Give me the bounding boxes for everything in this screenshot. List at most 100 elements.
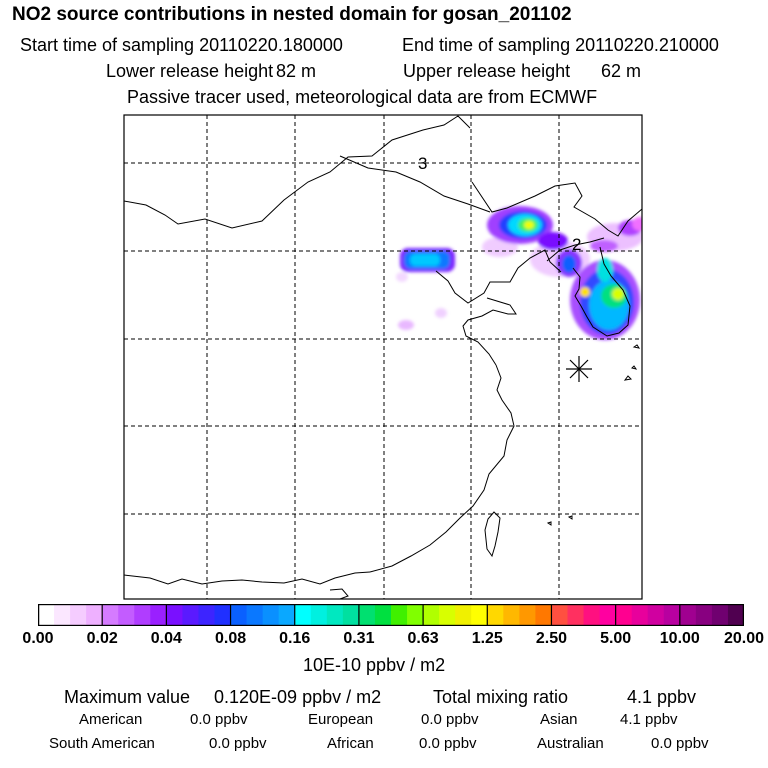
colorbar-swatch [471, 604, 488, 626]
colorbar-swatch [166, 604, 183, 626]
region-value-american: 0.0 ppbv [190, 711, 248, 728]
island-2 [631, 365, 638, 370]
lower-release-label: Lower release height [106, 61, 274, 81]
island-1 [623, 375, 633, 381]
colorbar-swatch [230, 604, 248, 626]
colorbar-swatch [663, 604, 681, 626]
colorbar-swatch [631, 604, 649, 626]
border-russia-mongolia [124, 115, 471, 229]
colorbar-swatch [214, 604, 232, 626]
colorbar-swatch [503, 604, 520, 626]
colorbar-swatch [615, 604, 633, 626]
colorbar-tick-label: 2.50 [535, 630, 568, 647]
colorbar-tick-label: 10.00 [659, 630, 700, 647]
colorbar-swatch [246, 604, 264, 626]
hainan [329, 588, 349, 599]
region-name-south-american: South American [49, 735, 155, 752]
border-russia-china [471, 181, 642, 237]
colorbar-swatch [198, 604, 215, 626]
colorbar-swatch [535, 604, 552, 626]
border-china-korea [546, 237, 605, 262]
colorbar-swatch [455, 604, 472, 626]
upper-release-label: Upper release height [403, 61, 571, 81]
region-value-south-american: 0.0 ppbv [209, 735, 267, 752]
colorbar-swatch [583, 604, 601, 626]
plume-peninsula [580, 287, 590, 297]
region-name-african: African [327, 735, 374, 752]
colorbar-swatch [54, 604, 71, 626]
colorbar-swatch [407, 604, 424, 626]
colorbar-tick-label: 5.00 [600, 630, 632, 647]
colorbar-swatch [86, 604, 103, 626]
receptor-marker-icon [566, 356, 592, 382]
plume-halo [398, 320, 414, 330]
plume-channel [562, 255, 576, 273]
colorbar-swatch [134, 604, 151, 626]
colorbar-swatch [182, 604, 199, 626]
island-3 [632, 344, 641, 349]
region-value-european: 0.0 ppbv [421, 711, 479, 728]
concentration-field [396, 206, 642, 340]
colorbar-swatch [439, 604, 456, 626]
colorbar-swatch [118, 604, 135, 626]
colorbar-swatch [150, 604, 167, 626]
region-name-asian: Asian [540, 711, 578, 728]
colorbar-swatch [391, 604, 408, 626]
colorbar-swatch [102, 604, 119, 626]
island-4 [546, 521, 552, 526]
graticule [124, 115, 642, 599]
start-time: Start time of sampling 20110220.180000 [20, 35, 343, 55]
region-value-asian: 4.1 ppbv [620, 711, 678, 728]
colorbar-tick-label: 0.63 [407, 630, 439, 647]
colorbar-swatch [695, 604, 713, 626]
colorbar-swatch [519, 604, 536, 626]
coast-shandong [462, 297, 517, 366]
chart-title: NO2 source contributions in nested domai… [12, 4, 572, 25]
border-mongolia-china [339, 155, 491, 213]
plume-channel [538, 232, 568, 250]
max-value: 0.120E-09 ppbv / m2 [214, 687, 382, 707]
region-value-african: 0.0 ppbv [419, 735, 477, 752]
region-name-european: European [308, 711, 374, 728]
colorbar-swatch [262, 604, 280, 626]
colorbar-swatch [374, 604, 392, 626]
colorbar-swatch [70, 604, 87, 626]
plume-north [524, 221, 534, 229]
colorbar-swatch [38, 604, 55, 626]
upper-release-value: 62 m [601, 61, 642, 81]
plume-east [632, 217, 642, 231]
island-5 [567, 515, 573, 520]
colorbar-swatch [567, 604, 585, 626]
colorbar-tick-label: 0.04 [150, 630, 182, 647]
region-value-australian: 0.0 ppbv [651, 735, 709, 752]
coastlines [124, 115, 642, 599]
colorbar-swatch [551, 604, 568, 626]
colorbar-tick-label: 20.00 [723, 630, 764, 647]
colorbar-swatch [358, 604, 376, 626]
plot-frame [123, 114, 643, 600]
taiwan [484, 511, 501, 558]
map-label-2: 2 [572, 235, 581, 254]
colorbar-swatch [487, 604, 504, 626]
colorbar-swatch [599, 604, 617, 626]
colorbar-swatch [679, 604, 697, 626]
coast-korea [572, 246, 631, 337]
colorbar-frame [38, 604, 744, 626]
colorbar-units: 10E-10 ppbv / m2 [303, 655, 446, 675]
max-value-label: Maximum value [64, 687, 191, 707]
coast-bohai [435, 249, 562, 304]
colorbar-tick-label: 0.02 [86, 630, 118, 647]
total-mixing-label: Total mixing ratio [433, 687, 569, 707]
plume-halo [396, 272, 408, 282]
colorbar-tick-label: 0.31 [343, 630, 375, 647]
colorbar-swatch [326, 604, 344, 626]
coast-east-china [369, 364, 515, 573]
plume-halo [435, 308, 447, 318]
colorbar-swatch [310, 604, 328, 626]
colorbar-tick-label: 0.16 [279, 630, 311, 647]
region-name-australian: Australian [537, 735, 604, 752]
lower-release-value: 82 m [276, 61, 317, 81]
map-label-3: 3 [418, 154, 427, 173]
